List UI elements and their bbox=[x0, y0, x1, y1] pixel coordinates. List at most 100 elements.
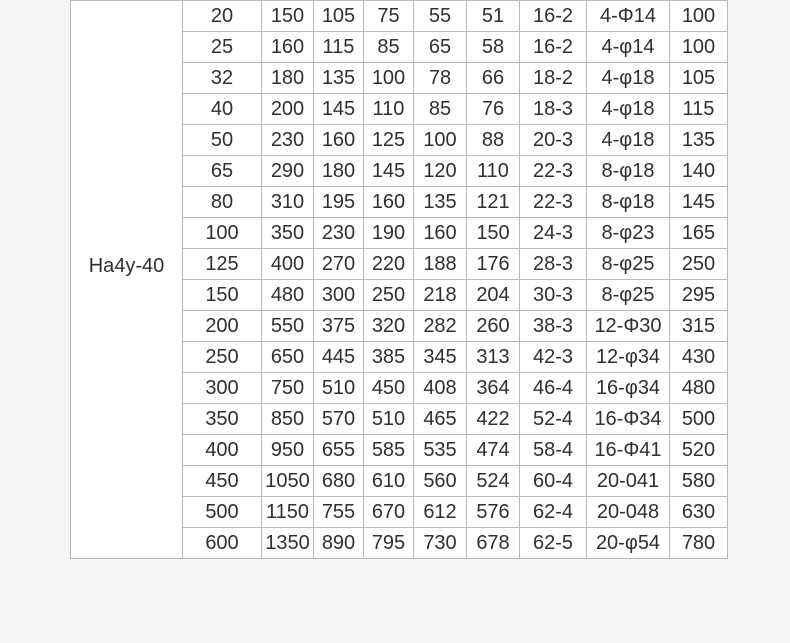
table-cell: 58-4 bbox=[519, 434, 587, 466]
table-cell: 450 bbox=[363, 372, 414, 404]
table-cell: 100 bbox=[182, 217, 262, 249]
table-cell: 88 bbox=[466, 124, 520, 156]
table-cell: 1350 bbox=[261, 527, 314, 559]
table-cell: 250 bbox=[669, 248, 728, 280]
table-cell: 610 bbox=[363, 465, 414, 497]
table-row: 80 310 195 160 135 121 22-3 8-φ18 145 bbox=[71, 186, 728, 218]
table-cell: 105 bbox=[669, 62, 728, 94]
table-cell: 850 bbox=[261, 403, 314, 435]
table-cell: 350 bbox=[261, 217, 314, 249]
table-cell: 160 bbox=[363, 186, 414, 218]
model-label: Ha4y-40 bbox=[88, 254, 165, 277]
table-cell: 135 bbox=[413, 186, 467, 218]
table-cell: 16-φ34 bbox=[586, 372, 670, 404]
table-cell: 310 bbox=[261, 186, 314, 218]
table-row: 25 160 115 85 65 58 16-2 4-φ14 100 bbox=[71, 31, 728, 63]
table-cell: 350 bbox=[182, 403, 262, 435]
table-cell: 30-3 bbox=[519, 279, 587, 311]
table-cell: 576 bbox=[466, 496, 520, 528]
table-cell: 121 bbox=[466, 186, 520, 218]
table-cell: 8-φ23 bbox=[586, 217, 670, 249]
table-cell: 600 bbox=[182, 527, 262, 559]
table-cell: 100 bbox=[669, 31, 728, 63]
table-cell: 160 bbox=[313, 124, 364, 156]
table-cell: 78 bbox=[413, 62, 467, 94]
table-cell: 200 bbox=[261, 93, 314, 125]
table-cell: 150 bbox=[182, 279, 262, 311]
table-cell: 190 bbox=[363, 217, 414, 249]
table-cell: 18-3 bbox=[519, 93, 587, 125]
table-cell: 110 bbox=[363, 93, 414, 125]
table-row: 600 1350 890 795 730 678 62-5 20-φ54 780 bbox=[71, 527, 728, 559]
table-cell: 220 bbox=[363, 248, 414, 280]
table-cell: 204 bbox=[466, 279, 520, 311]
table-cell: 150 bbox=[261, 0, 314, 32]
table-cell: 140 bbox=[669, 155, 728, 187]
table-cell: 180 bbox=[261, 62, 314, 94]
table-cell: 230 bbox=[313, 217, 364, 249]
table-cell: 200 bbox=[182, 310, 262, 342]
table-row: 350 850 570 510 465 422 52-4 16-Φ34 500 bbox=[71, 403, 728, 435]
table-cell: 422 bbox=[466, 403, 520, 435]
table-cell: 500 bbox=[669, 403, 728, 435]
table-cell: 55 bbox=[413, 0, 467, 32]
table-cell: 570 bbox=[313, 403, 364, 435]
table-cell: 180 bbox=[313, 155, 364, 187]
table-cell: 400 bbox=[182, 434, 262, 466]
table-cell: 8-φ18 bbox=[586, 186, 670, 218]
table-cell: 560 bbox=[413, 465, 467, 497]
table-cell: 445 bbox=[313, 341, 364, 373]
table-cell: 65 bbox=[182, 155, 262, 187]
table-cell: 145 bbox=[669, 186, 728, 218]
table-cell: 135 bbox=[669, 124, 728, 156]
table-cell: 385 bbox=[363, 341, 414, 373]
table-cell: 230 bbox=[261, 124, 314, 156]
table-cell: 250 bbox=[182, 341, 262, 373]
table-cell: 8-φ18 bbox=[586, 155, 670, 187]
table-cell: 950 bbox=[261, 434, 314, 466]
table-cell: 408 bbox=[413, 372, 467, 404]
table-cell: 66 bbox=[466, 62, 520, 94]
table-cell: 612 bbox=[413, 496, 467, 528]
table-cell: 4-φ18 bbox=[586, 93, 670, 125]
dimension-table-container: Ha4y-40 20 150 105 75 55 51 16-2 4-Φ14 100 25 160 11… bbox=[70, 0, 728, 559]
table-cell: 550 bbox=[261, 310, 314, 342]
table-cell: 4-φ18 bbox=[586, 124, 670, 156]
table-cell: 76 bbox=[466, 93, 520, 125]
table-cell: 890 bbox=[313, 527, 364, 559]
table-row: 50 230 160 125 100 88 20-3 4-φ18 135 bbox=[71, 124, 728, 156]
table-cell: 510 bbox=[363, 403, 414, 435]
table-row: 450 1050 680 610 560 524 60-4 20-041 580 bbox=[71, 465, 728, 497]
table-row: 250 650 445 385 345 313 42-3 12-φ34 430 bbox=[71, 341, 728, 373]
table-cell: 75 bbox=[363, 0, 414, 32]
table-cell: 480 bbox=[669, 372, 728, 404]
table-cell: 650 bbox=[261, 341, 314, 373]
table-cell: 62-4 bbox=[519, 496, 587, 528]
table-cell: 110 bbox=[466, 155, 520, 187]
table-cell: 320 bbox=[363, 310, 414, 342]
table-cell: 20-3 bbox=[519, 124, 587, 156]
table-cell: 345 bbox=[413, 341, 467, 373]
table-cell: 655 bbox=[313, 434, 364, 466]
table-cell: 176 bbox=[466, 248, 520, 280]
table-cell: 51 bbox=[466, 0, 520, 32]
table-cell: 524 bbox=[466, 465, 520, 497]
table-cell: 315 bbox=[669, 310, 728, 342]
table-cell: 300 bbox=[182, 372, 262, 404]
table-cell: 218 bbox=[413, 279, 467, 311]
table-cell: 105 bbox=[313, 0, 364, 32]
table-cell: 20-048 bbox=[586, 496, 670, 528]
table-row: 100 350 230 190 160 150 24-3 8-φ23 165 bbox=[71, 217, 728, 249]
table-cell: 270 bbox=[313, 248, 364, 280]
table-cell: 795 bbox=[363, 527, 414, 559]
table-cell: 678 bbox=[466, 527, 520, 559]
table-cell: 135 bbox=[313, 62, 364, 94]
table-cell: 28-3 bbox=[519, 248, 587, 280]
table-cell: 16-Φ41 bbox=[586, 434, 670, 466]
table-cell: 52-4 bbox=[519, 403, 587, 435]
table-cell: 1050 bbox=[261, 465, 314, 497]
table-row: Ha4y-40 20 150 105 75 55 51 16-2 4-Φ14 100 bbox=[70, 0, 728, 559]
table-row: 125 400 270 220 188 176 28-3 8-φ25 250 bbox=[71, 248, 728, 280]
table-cell: 120 bbox=[413, 155, 467, 187]
table-cell: 755 bbox=[313, 496, 364, 528]
